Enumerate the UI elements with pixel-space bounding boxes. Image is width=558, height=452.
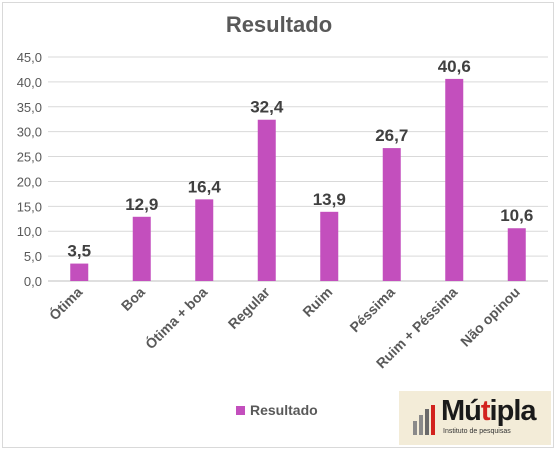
data-label: 13,9 (313, 190, 346, 209)
bar (507, 228, 526, 281)
multipla-logo: Mútipla Instituto de pesquisas (399, 391, 551, 445)
y-tick-label: 35,0 (17, 100, 42, 115)
bar (257, 119, 276, 281)
bars (70, 78, 526, 281)
x-tick-label: Boa (118, 284, 148, 314)
logo-tagline: Instituto de pesquisas (443, 428, 511, 435)
x-tick-label: Regular (225, 283, 274, 332)
data-label: 16,4 (188, 177, 222, 196)
x-tick-label: Ótima + boa (141, 283, 210, 352)
y-tick-label: 30,0 (17, 125, 42, 140)
x-tick-label: Péssima (346, 284, 398, 336)
data-label: 10,6 (500, 206, 533, 225)
data-labels: 3,5 12,9 16,4 32,4 13,9 26,7 40,6 10,6 (67, 57, 533, 261)
y-tick-label: 25,0 (17, 150, 42, 165)
legend-label: Resultado (250, 402, 318, 418)
bar (132, 216, 151, 281)
bar (70, 263, 89, 281)
y-tick-label: 0,0 (24, 274, 42, 289)
x-tick-label: Ótima (45, 283, 85, 323)
y-tick-label: 15,0 (17, 199, 42, 214)
x-tick-label: Ruim (299, 284, 335, 320)
bar (195, 199, 214, 281)
data-label: 32,4 (250, 98, 284, 117)
data-label: 26,7 (375, 126, 408, 145)
legend: Resultado (236, 402, 318, 418)
data-label: 3,5 (67, 242, 91, 261)
bar (320, 211, 339, 281)
y-axis-ticks: 0,0 5,0 10,0 15,0 20,0 25,0 30,0 35,0 40,0 45,0 (17, 50, 42, 289)
gridlines (48, 56, 548, 282)
y-tick-label: 45,0 (17, 50, 42, 65)
data-label: 40,6 (438, 57, 471, 76)
data-label: 12,9 (125, 195, 158, 214)
bar (445, 78, 464, 281)
y-tick-label: 40,0 (17, 75, 42, 90)
chart-title: Resultado (225, 12, 333, 37)
bar (382, 148, 401, 281)
y-tick-label: 5,0 (24, 249, 42, 264)
x-tick-label: Não opinou (457, 284, 523, 350)
y-tick-label: 10,0 (17, 224, 42, 239)
y-tick-label: 20,0 (17, 174, 42, 189)
logo-bars-icon (413, 405, 435, 435)
legend-swatch (236, 405, 245, 415)
logo-wordmark: Mútipla (441, 395, 537, 427)
